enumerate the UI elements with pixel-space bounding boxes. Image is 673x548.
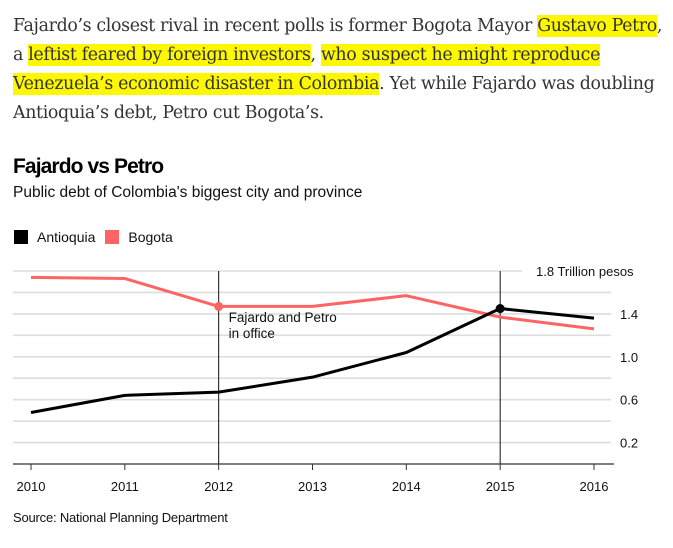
legend-swatch-bogota [105, 230, 120, 244]
article-line-0: Fajardo’s closest rival in recent polls … [13, 12, 668, 41]
legend-swatch-antioquia [14, 230, 28, 244]
text-run: . Yet while Fajardo was doubling [379, 74, 655, 94]
x-tick-label: 2012 [204, 479, 233, 494]
y-tick-label: 1.8 Trillion pesos [536, 264, 634, 279]
chart-title: Fajardo vs Petro [13, 155, 164, 178]
data-point-marker-bogota [214, 301, 224, 311]
y-tick-label: 0.2 [620, 436, 638, 451]
y-tick-label: 0.6 [620, 393, 638, 408]
x-axis-labels: 2010 2011 2012 2013 2014 2015 2016 [17, 479, 609, 494]
highlighted-text: Venezuela’s economic disaster in Colombi… [13, 73, 380, 95]
x-tick-label: 2011 [111, 479, 139, 494]
text-run: Fajardo’s closest rival in recent polls … [13, 16, 538, 36]
article-line-2: Venezuela’s economic disaster in Colombi… [13, 70, 668, 99]
article-line-3: Antioquia’s debt, Petro cut Bogota’s. [13, 99, 668, 128]
article-line-1: a leftist feared by foreign investors, w… [13, 41, 668, 70]
chart-subtitle: Public debt of Colombia's biggest city a… [13, 184, 363, 201]
text-run: , [310, 45, 321, 65]
text-run: Antioquia’s debt, Petro cut Bogota’s. [13, 103, 324, 123]
x-tick-label: 2010 [17, 479, 46, 494]
annotation-text: Fajardo and Petro [229, 310, 337, 325]
annotation-text: in office [229, 326, 275, 341]
article-paragraph: Fajardo’s closest rival in recent polls … [13, 12, 668, 128]
y-axis-labels: 1.8 Trillion pesos 1.4 1.0 0.6 0.2 [536, 264, 638, 451]
y-tick-label: 1.0 [620, 350, 638, 365]
legend-item-bogota: Bogota [105, 229, 173, 245]
legend-label-bogota: Bogota [128, 229, 173, 245]
highlighted-text: leftist feared by foreign investors [28, 44, 311, 66]
x-tick-label: 2015 [486, 479, 515, 494]
gridlines [13, 270, 611, 444]
chart-legend: Antioquia Bogota [14, 229, 183, 245]
x-tick-label: 2013 [298, 479, 327, 494]
series-lines [30, 275, 595, 415]
legend-item-antioquia: Antioquia [14, 229, 95, 245]
highlighted-text: Gustavo Petro [537, 15, 657, 37]
text-run: , [656, 16, 663, 36]
x-tick-label: 2016 [580, 479, 609, 494]
x-tick-label: 2014 [392, 479, 421, 494]
x-axis [13, 463, 614, 470]
legend-label-antioquia: Antioquia [37, 229, 96, 245]
text-run: a [13, 45, 29, 65]
highlighted-text: who suspect he might reproduce [320, 44, 601, 66]
data-point-marker-antioquia [495, 304, 505, 314]
series-line-bogota [30, 275, 595, 331]
chart-source: Source: National Planning Department [13, 510, 228, 525]
y-tick-label: 1.4 [620, 307, 638, 322]
